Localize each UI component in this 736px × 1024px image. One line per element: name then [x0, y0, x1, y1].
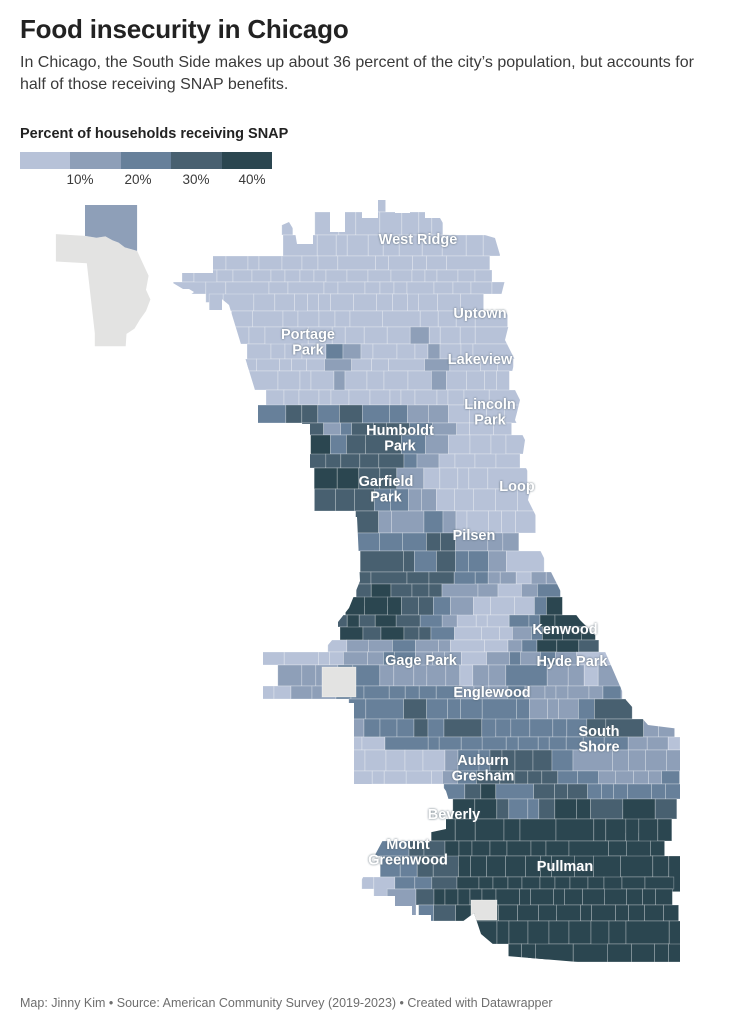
svg-text:Pilsen: Pilsen: [453, 528, 496, 544]
svg-text:Portage: Portage: [281, 327, 335, 343]
svg-text:Park: Park: [370, 490, 402, 506]
svg-text:Lakeview: Lakeview: [448, 352, 513, 368]
svg-text:Gresham: Gresham: [452, 769, 515, 785]
svg-text:Park: Park: [474, 413, 506, 429]
svg-text:Park: Park: [292, 343, 324, 359]
svg-text:Garfield: Garfield: [359, 474, 414, 490]
svg-text:Uptown: Uptown: [453, 306, 506, 322]
svg-text:Loop: Loop: [499, 479, 535, 495]
svg-text:Shore: Shore: [578, 740, 619, 756]
svg-text:Greenwood: Greenwood: [368, 853, 448, 869]
svg-text:Pullman: Pullman: [537, 859, 593, 875]
svg-text:Gage Park: Gage Park: [385, 653, 458, 669]
svg-text:West Ridge: West Ridge: [379, 232, 458, 248]
svg-text:Englewood: Englewood: [453, 685, 530, 701]
svg-text:Kenwood: Kenwood: [532, 622, 597, 638]
svg-text:South: South: [578, 724, 619, 740]
svg-text:Beverly: Beverly: [428, 807, 480, 823]
svg-text:Hyde Park: Hyde Park: [537, 654, 609, 670]
svg-text:Auburn: Auburn: [457, 753, 509, 769]
svg-text:Humboldt: Humboldt: [366, 423, 434, 439]
svg-text:Park: Park: [384, 439, 416, 455]
svg-text:Lincoln: Lincoln: [464, 397, 516, 413]
svg-text:Mount: Mount: [386, 837, 430, 853]
